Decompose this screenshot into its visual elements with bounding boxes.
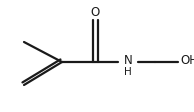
Text: N: N: [124, 55, 132, 68]
Text: H: H: [124, 67, 132, 77]
Text: O: O: [90, 6, 100, 19]
Text: OH: OH: [180, 55, 194, 68]
